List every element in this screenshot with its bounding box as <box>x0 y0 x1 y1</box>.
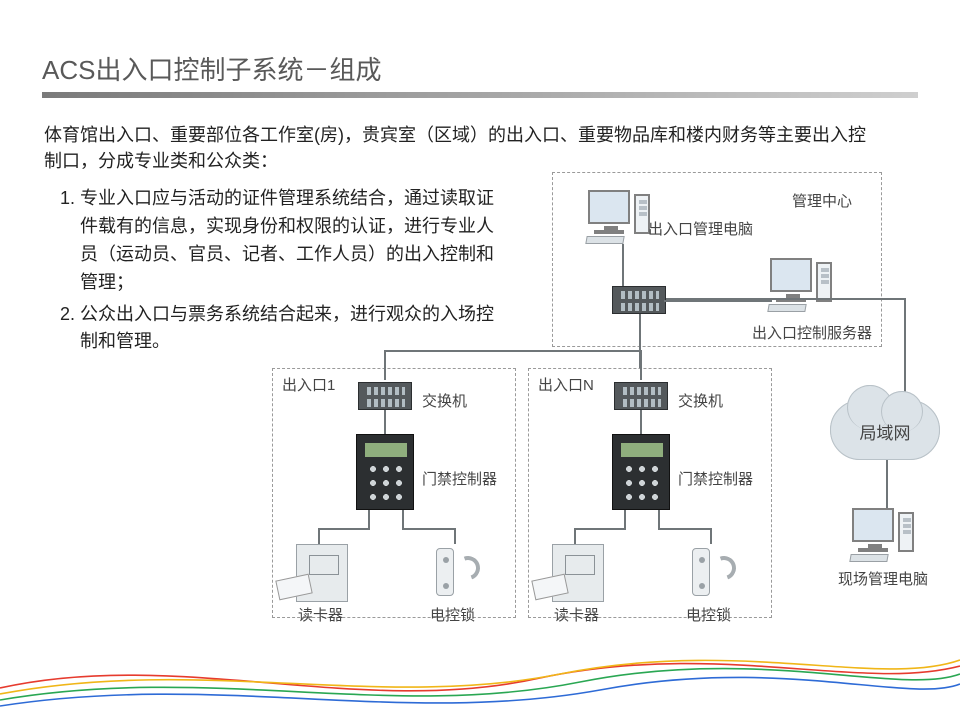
site-pc-label: 现场管理电脑 <box>838 568 928 589</box>
ctrl-server-label: 出入口控制服务器 <box>752 322 872 343</box>
gateN-switch-icon <box>614 382 668 410</box>
page-title: ACS出入口控制子系统－组成 <box>42 50 381 87</box>
gate1-switch-icon <box>358 382 412 410</box>
gateN-lock-icon <box>692 542 740 602</box>
decor-wave <box>0 630 960 720</box>
title-underline <box>42 92 918 98</box>
lan-cloud-icon: 局域网 <box>830 400 940 460</box>
mgmt-pc-label: 出入口管理电脑 <box>648 218 753 239</box>
gateN-lock-label: 电控锁 <box>686 604 731 625</box>
ctrl-server-icon <box>770 258 840 313</box>
gate1-controller-icon <box>356 434 414 510</box>
gate1-controller-label: 门禁控制器 <box>422 468 497 489</box>
site-pc-icon <box>852 508 922 563</box>
lan-label: 局域网 <box>831 419 939 444</box>
gate1-reader-label: 读卡器 <box>298 604 343 625</box>
gate1-reader-icon <box>296 544 348 602</box>
gate1-lock-icon <box>436 542 484 602</box>
gateN-reader-label: 读卡器 <box>554 604 599 625</box>
system-diagram: 管理中心 出入口管理电脑 出入口控制服务器 出入口1 出入口N 交换机 门禁控制… <box>272 178 932 638</box>
gateN-controller-icon <box>612 434 670 510</box>
gate1-label: 出入口1 <box>282 374 335 395</box>
gateN-label: 出入口N <box>538 374 594 395</box>
gate1-lock-label: 电控锁 <box>430 604 475 625</box>
gateN-reader-icon <box>552 544 604 602</box>
central-switch-icon <box>612 286 666 314</box>
mgmt-center-label: 管理中心 <box>792 190 852 211</box>
gateN-controller-label: 门禁控制器 <box>678 468 753 489</box>
gateN-switch-label: 交换机 <box>678 390 723 411</box>
gate1-switch-label: 交换机 <box>422 390 467 411</box>
intro-paragraph: 体育馆出入口、重要部位各工作室(房)，贵宾室（区域）的出入口、重要物品库和楼内财… <box>44 122 874 174</box>
